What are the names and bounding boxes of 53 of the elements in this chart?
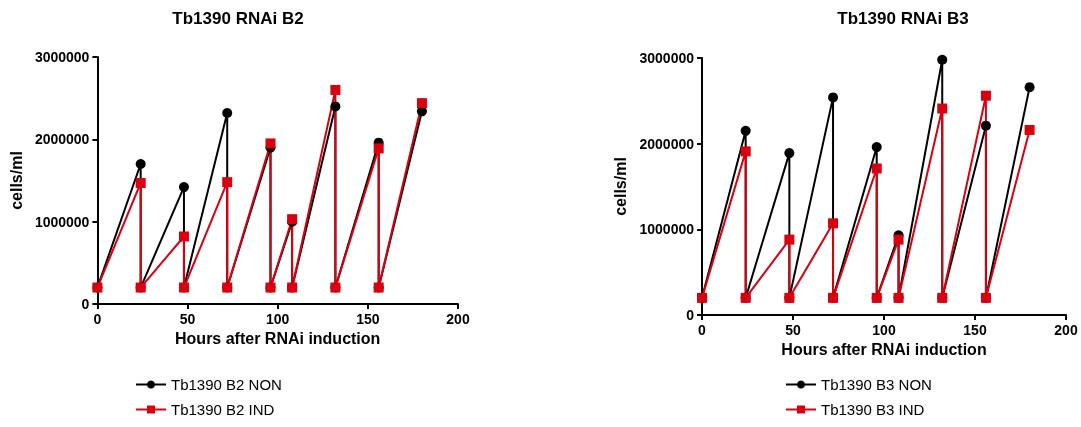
x-axis-title: Hours after RNAi induction [781,341,987,359]
y-tick-label: 3000000 [639,50,695,66]
point [828,218,839,229]
point [178,231,189,242]
x-tick-label: 200 [1054,322,1078,338]
chart-title: Tb1390 RNAi B2 [172,9,304,28]
y-axis-title: cells/ml [7,151,25,210]
y-tick-label: 0 [81,296,90,312]
point [373,143,384,154]
x-tick-label: 150 [963,322,987,338]
y-tick-label: 1000000 [639,221,695,238]
x-tick-label: 0 [93,311,102,327]
point [330,101,341,112]
chart-title: Tb1390 RNAi B3 [837,9,969,28]
point [980,120,991,131]
y-tick-label: 1000000 [34,213,90,230]
point [893,234,904,245]
point [871,163,882,174]
x-tick-label: 200 [446,311,470,327]
point [135,159,146,170]
x-tick-label: 0 [698,322,707,338]
point [740,125,751,136]
point [937,103,948,114]
point [265,138,276,149]
legend-label: Tb1390 B3 IND [821,401,925,418]
point [784,234,795,245]
x-tick-label: 50 [179,311,196,327]
x-tick-label: 150 [356,311,380,327]
point [135,177,146,188]
legend-label: Tb1390 B2 NON [171,376,282,393]
x-tick-label: 100 [266,311,290,327]
legend-label: Tb1390 B3 NON [821,376,932,393]
y-tick-label: 3000000 [34,49,90,65]
point [828,92,839,103]
x-tick-label: 50 [785,322,801,338]
point [330,84,341,95]
legend-label: Tb1390 B2 IND [171,401,275,418]
point [1024,124,1035,135]
x-axis-title: Hours after RNAi induction [175,330,381,348]
y-tick-label: 2000000 [34,131,90,148]
point [416,98,427,109]
y-tick-label: 2000000 [639,135,695,152]
point [740,146,751,157]
point [937,54,948,65]
point [980,90,991,101]
point [222,107,233,118]
point [871,142,882,153]
x-tick-label: 100 [872,322,896,338]
y-axis-title: cells/ml [612,157,630,216]
point [222,177,233,188]
point [1024,82,1035,93]
point [784,148,795,159]
point [178,182,189,193]
